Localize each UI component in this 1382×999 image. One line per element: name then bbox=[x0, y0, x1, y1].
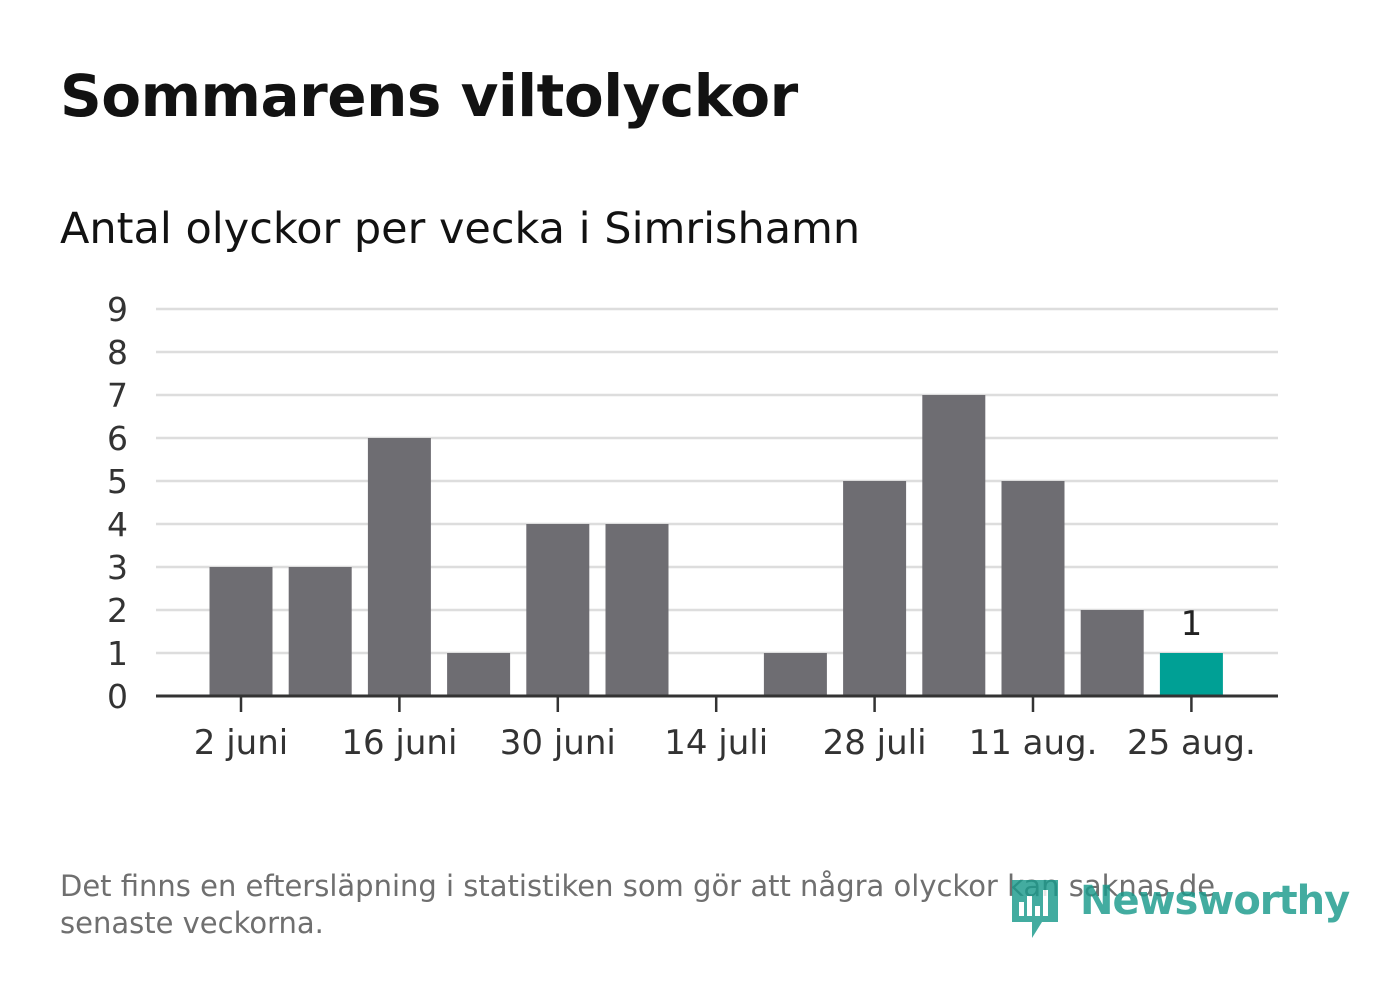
y-tick-label: 8 bbox=[107, 333, 128, 372]
x-tick-label: 11 aug. bbox=[969, 723, 1098, 763]
y-tick-label: 2 bbox=[107, 591, 128, 630]
x-tick-label: 16 juni bbox=[341, 723, 457, 763]
y-tick-label: 6 bbox=[107, 419, 128, 458]
y-tick-label: 9 bbox=[107, 290, 128, 329]
chart-title: Sommarens viltolyckor bbox=[60, 62, 798, 130]
y-tick-label: 0 bbox=[107, 677, 128, 716]
bar-18-aug bbox=[1080, 610, 1144, 696]
x-tick-label: 30 juni bbox=[500, 723, 616, 763]
data-labels: 1 bbox=[1181, 604, 1203, 644]
chart-subtitle: Antal olyckor per vecka i Simrishamn bbox=[60, 204, 861, 254]
bar-7-juli bbox=[605, 524, 669, 696]
y-axis-ticks: 0 1 2 3 4 5 6 7 8 9 bbox=[107, 290, 128, 716]
x-axis-ticks: 2 juni 16 juni 30 juni 14 juli 28 juli 11 aug… bbox=[194, 696, 1256, 763]
y-tick-label: 7 bbox=[107, 376, 128, 415]
bar-9-juni bbox=[288, 567, 352, 696]
bar-30-juni bbox=[526, 524, 590, 696]
x-tick-label: 2 juni bbox=[194, 723, 288, 763]
y-tick-label: 5 bbox=[107, 462, 128, 501]
bar-2-juni bbox=[209, 567, 273, 696]
bar-16-juni bbox=[367, 438, 431, 696]
x-tick-label: 14 juli bbox=[664, 723, 768, 763]
y-tick-label: 3 bbox=[107, 548, 128, 587]
newsworthy-logo: Newsworthy bbox=[1008, 872, 1350, 952]
bar-4-aug bbox=[922, 395, 986, 696]
bars bbox=[209, 395, 1223, 696]
bar-chart-pin-icon bbox=[1012, 880, 1058, 938]
data-label: 1 bbox=[1181, 604, 1203, 644]
logo-text: Newsworthy bbox=[1080, 878, 1350, 924]
bar-25-aug bbox=[1159, 653, 1223, 696]
bar-28-juli bbox=[843, 481, 907, 696]
y-tick-label: 4 bbox=[107, 505, 128, 544]
bar-11-aug bbox=[1001, 481, 1065, 696]
bar-21-juli bbox=[763, 653, 827, 696]
x-tick-label: 25 aug. bbox=[1127, 723, 1256, 763]
bar-23-juni bbox=[447, 653, 511, 696]
x-tick-label: 28 juli bbox=[823, 723, 927, 763]
y-tick-label: 1 bbox=[107, 634, 128, 673]
gridlines bbox=[156, 307, 1278, 655]
